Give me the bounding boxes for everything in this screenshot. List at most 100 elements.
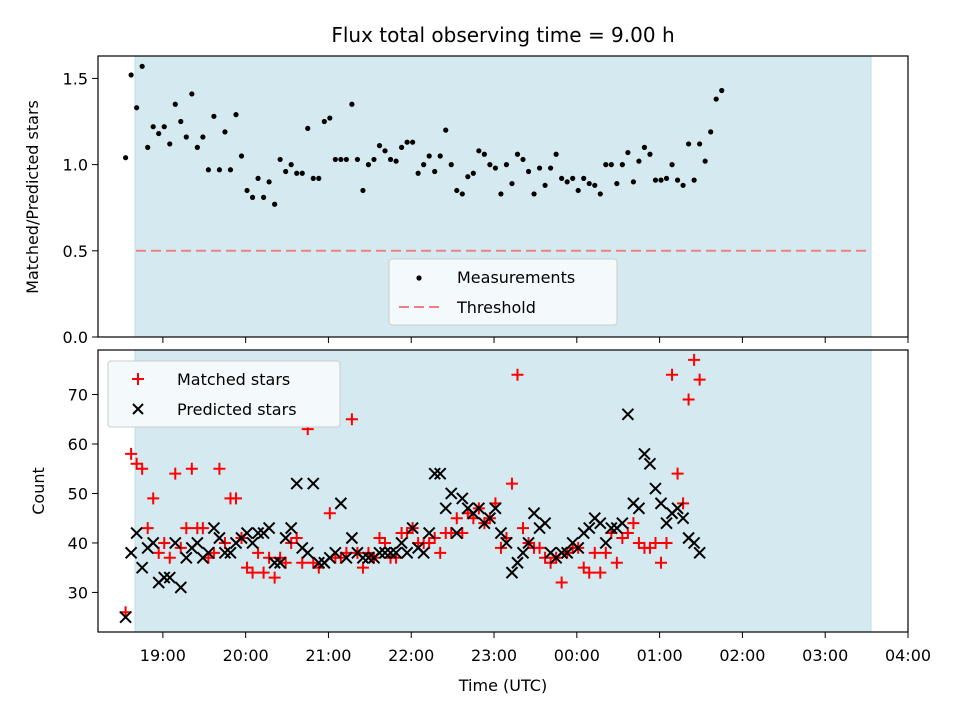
predicted-star-point bbox=[527, 507, 541, 520]
measurement-point bbox=[139, 63, 145, 69]
matched-star-point bbox=[163, 551, 176, 564]
legend-matched-label: Matched stars bbox=[177, 370, 290, 389]
measurement-point bbox=[658, 177, 664, 183]
matched-star-point bbox=[345, 413, 358, 426]
predicted-star-point bbox=[301, 546, 314, 560]
legend-matched-marker bbox=[132, 373, 144, 385]
predicted-star-point bbox=[643, 457, 657, 470]
measurement-point bbox=[122, 155, 129, 161]
predicted-star-point bbox=[169, 536, 182, 550]
y-tick-label-top: 0.0 bbox=[63, 328, 88, 347]
predicted-star-point bbox=[489, 502, 502, 515]
measurement-point bbox=[536, 165, 543, 171]
measurement-point bbox=[614, 180, 620, 187]
measurement-point bbox=[393, 158, 399, 164]
plot-frame-bottom bbox=[97, 349, 909, 633]
y-axis-label-top: Matched/Predicted stars bbox=[23, 100, 42, 294]
measurement-point bbox=[719, 87, 725, 94]
measurement-point bbox=[531, 191, 537, 197]
y-tick-label-top: 0.5 bbox=[63, 242, 88, 261]
measurement-point bbox=[641, 144, 648, 150]
predicted-star-point bbox=[213, 531, 226, 545]
measurement-point bbox=[525, 168, 532, 175]
predicted-star-point bbox=[284, 521, 298, 535]
measurement-point bbox=[310, 175, 316, 181]
x-tick-label: 21:00 bbox=[305, 646, 351, 665]
measurement-point bbox=[674, 177, 681, 183]
matched-star-point bbox=[588, 546, 601, 559]
predicted-star-point bbox=[632, 502, 646, 515]
x-axis-label: Time (UTC) bbox=[458, 676, 547, 695]
matched-star-point bbox=[147, 492, 160, 505]
matched-star-point bbox=[279, 556, 292, 569]
predicted-star-point bbox=[163, 571, 176, 584]
predicted-star-point bbox=[174, 581, 188, 594]
x-tick-label: 22:00 bbox=[388, 646, 434, 665]
predicted-star-point bbox=[240, 526, 254, 540]
measurement-point bbox=[211, 113, 217, 119]
measurement-point bbox=[685, 141, 692, 147]
predicted-star-point bbox=[483, 512, 497, 525]
y-tick-label-bottom: 70 bbox=[68, 386, 88, 405]
predicted-star-point bbox=[378, 546, 392, 560]
measurement-point bbox=[272, 201, 278, 207]
matched-star-point bbox=[583, 566, 596, 579]
measurement-point bbox=[415, 170, 421, 176]
predicted-star-point bbox=[511, 556, 524, 569]
matched-star-point bbox=[456, 527, 469, 540]
y-tick-label-bottom: 50 bbox=[68, 484, 88, 503]
measurement-point bbox=[459, 191, 465, 197]
measurement-point bbox=[167, 141, 173, 147]
measurement-point bbox=[432, 168, 438, 175]
measurement-point bbox=[205, 167, 211, 173]
measurement-point bbox=[520, 156, 526, 163]
measurement-point bbox=[465, 174, 471, 180]
predicted-star-point bbox=[494, 526, 508, 540]
predicted-star-point bbox=[583, 521, 596, 535]
predicted-star-point bbox=[439, 502, 452, 515]
matched-star-point bbox=[533, 541, 546, 554]
predicted-star-point bbox=[450, 526, 463, 540]
measurement-point bbox=[503, 162, 510, 168]
x-tick-label: 04:00 bbox=[885, 646, 931, 665]
predicted-star-point bbox=[246, 536, 259, 550]
measurement-point bbox=[542, 182, 548, 188]
measurement-point bbox=[178, 118, 184, 125]
matched-star-point bbox=[666, 368, 679, 381]
predicted-star-point bbox=[273, 556, 287, 569]
measurement-point bbox=[233, 112, 239, 118]
predicted-star-point bbox=[202, 546, 215, 560]
predicted-star-point bbox=[389, 546, 403, 560]
matched-star-point bbox=[196, 522, 209, 535]
measurement-point bbox=[145, 144, 151, 150]
measurement-point bbox=[238, 153, 245, 159]
matched-star-point bbox=[290, 532, 303, 544]
measurement-point bbox=[150, 124, 156, 130]
predicted-star-point bbox=[191, 536, 204, 550]
measurement-point bbox=[194, 144, 200, 150]
measurement-point bbox=[492, 165, 499, 171]
measurement-point bbox=[603, 162, 609, 168]
measurement-point bbox=[354, 156, 361, 163]
matched-star-point bbox=[246, 566, 259, 579]
predicted-star-point bbox=[671, 502, 684, 515]
measurement-point bbox=[134, 105, 140, 111]
predicted-star-point bbox=[434, 467, 447, 480]
measurement-point bbox=[581, 175, 587, 181]
measurement-point bbox=[398, 144, 405, 150]
measurement-point bbox=[216, 167, 223, 173]
predicted-star-point bbox=[555, 546, 568, 560]
measurement-point bbox=[702, 158, 708, 164]
y-tick-label-bottom: 60 bbox=[68, 435, 88, 454]
y-tick-label-bottom: 40 bbox=[68, 534, 88, 553]
predicted-star-point bbox=[654, 497, 668, 510]
measurement-point bbox=[586, 180, 592, 187]
predicted-star-point bbox=[676, 512, 690, 525]
measurement-point bbox=[454, 187, 460, 194]
legend-measurements-label: Measurements bbox=[457, 268, 575, 287]
predicted-star-point bbox=[406, 521, 419, 535]
measurement-point bbox=[277, 156, 283, 163]
measurement-point bbox=[663, 175, 670, 181]
measurement-point bbox=[470, 170, 476, 176]
